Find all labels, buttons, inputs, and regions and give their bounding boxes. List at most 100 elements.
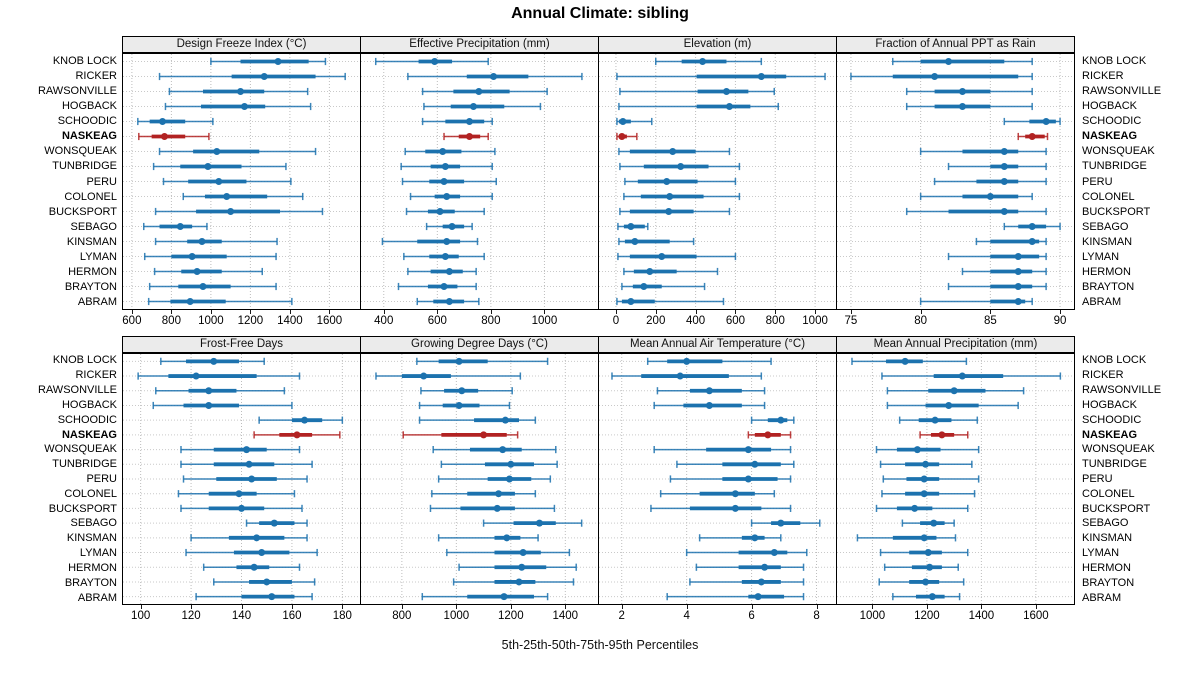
station-label-left: BRAYTON [64,281,117,294]
percentile-row [401,177,497,186]
station-label-right: COLONEL [1082,190,1135,203]
station-label-right: RAWSONVILLE [1082,84,1162,97]
median-dot [920,475,928,483]
x-tick-label: 800 [392,610,412,622]
median-dot [199,283,207,290]
median-dot [243,446,251,454]
median-dot [938,431,946,439]
median-dot [507,460,515,468]
percentile-row [669,475,792,483]
percentile-row [143,252,277,261]
station-label-right: LYMAN [1082,547,1120,560]
median-dot [777,416,785,424]
station-label-right: SEBAGO [1082,517,1129,530]
percentile-row [878,578,965,586]
station-label-left: COLONEL [64,487,117,500]
percentile-row [747,431,792,439]
median-dot [448,223,456,230]
station-label-right: KNOB LOCK [1082,354,1147,367]
median-dot [920,490,928,498]
percentile-row [425,222,473,231]
x-axis-tick [490,310,492,314]
median-dot [1000,148,1008,155]
percentile-row [1003,117,1061,126]
percentile-row [883,563,959,571]
percentile-row [617,222,649,231]
percentile-row [137,117,214,126]
percentile-row [919,431,969,439]
percentile-row [420,387,513,395]
percentile-row [402,431,519,439]
panel [122,53,361,310]
percentile-row [253,431,341,439]
percentile-row [619,207,731,216]
panel-plot [837,354,1074,604]
median-dot [443,238,451,245]
x-axis-tick [140,605,142,609]
median-dot [205,387,213,395]
median-dot [744,446,752,454]
percentile-row [443,132,489,141]
median-dot [770,549,778,557]
median-dot [928,593,936,601]
percentile-row [160,357,265,365]
median-dot [205,401,213,409]
station-label-left: BUCKSPORT [48,205,117,218]
percentile-row [147,297,293,306]
percentile-row [202,563,301,571]
x-axis-tick [289,310,291,314]
percentile-row [616,117,653,126]
station-label-left: KINSMAN [66,235,117,248]
station-label-right: LYMAN [1082,251,1120,264]
panel [836,353,1075,605]
station-label-left: SEBAGO [70,517,117,530]
median-dot [1014,253,1022,260]
station-label-right: WONSQUEAK [1082,443,1155,456]
median-dot [293,431,301,439]
x-axis-tick [342,605,344,609]
percentile-row [695,563,805,571]
station-label-left: NASKEAG [61,428,117,441]
x-tick-label: 600 [427,315,447,327]
x-tick-label: 1200 [914,610,940,622]
median-dot [1042,118,1050,125]
x-tick-label: 1000 [531,315,558,327]
median-dot [465,118,473,125]
percentile-row [138,132,210,141]
percentile-row [624,177,737,186]
median-dot [443,193,451,200]
panel-plot [123,354,360,604]
x-tick-label: 1400 [277,315,303,327]
percentile-row [182,192,304,201]
percentile-row [458,563,577,571]
median-dot [237,88,245,95]
median-dot [204,163,212,170]
median-dot [263,578,271,586]
percentile-row [905,102,1033,111]
median-dot [188,253,196,260]
percentile-row [245,519,308,527]
median-dot [926,563,934,571]
station-label-left: RAWSONVILLE [37,384,117,397]
panel-strip-title: Mean Annual Precipitation (mm) [836,336,1075,353]
x-axis-tick [510,605,512,609]
station-label-right: COLONEL [1082,487,1135,500]
x-tick-label: 1400 [968,610,995,622]
median-dot [515,578,523,586]
median-dot [431,58,439,65]
percentile-row [961,267,1047,276]
station-label-right: PERU [1082,175,1113,188]
panel-plot [837,54,1074,309]
station-label-right: BUCKSPORT [1082,502,1151,515]
x-tick-label: 200 [646,315,666,327]
station-label-right: BRAYTON [1082,281,1135,294]
median-dot [227,208,235,215]
percentile-row [879,548,969,557]
median-dot [640,283,648,290]
percentile-row [416,297,480,306]
percentile-row [180,460,313,468]
x-tick-label: 160 [282,610,302,622]
x-axis-tick [544,310,546,314]
median-dot [922,578,930,586]
station-label-right: HOGBACK [1082,99,1138,112]
